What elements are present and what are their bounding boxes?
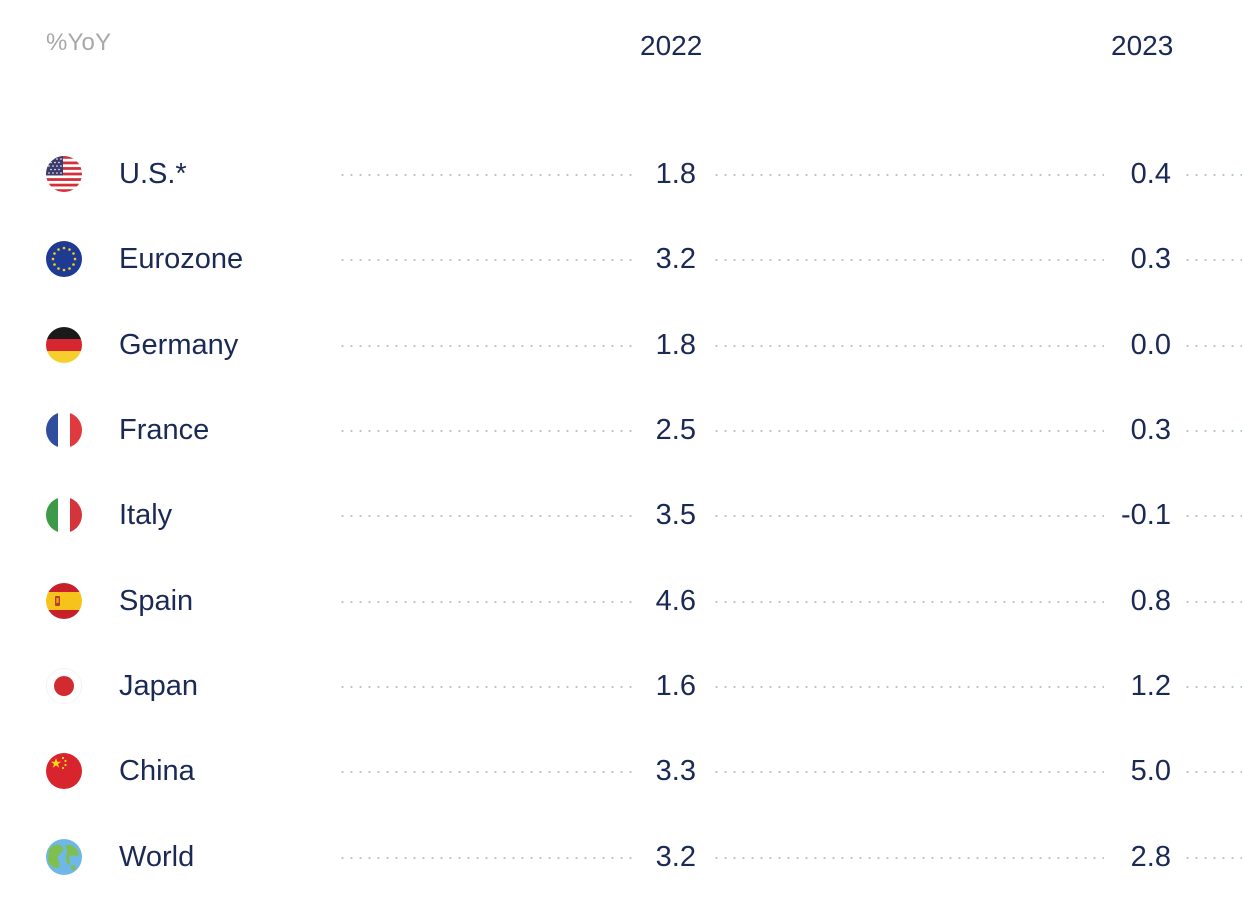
table-row: Germany 1.8 0.0 [0, 315, 1242, 375]
dotted-leader [338, 686, 638, 688]
unit-label: %YoY [46, 29, 112, 56]
value-2022: 3.2 [655, 243, 696, 275]
table-row: China 3.3 5.0 [0, 741, 1242, 801]
dotted-leader [1183, 515, 1242, 517]
value-2023: 0.0 [1130, 329, 1171, 361]
country-label: China [119, 755, 195, 787]
dotted-leader [1183, 430, 1242, 432]
value-2023: 0.3 [1130, 243, 1171, 275]
dotted-leader [338, 259, 638, 261]
dotted-leader [1183, 686, 1242, 688]
eu-flag-icon [46, 241, 82, 277]
dotted-leader [338, 174, 638, 176]
country-label: Germany [119, 329, 239, 361]
value-2022: 1.8 [655, 329, 696, 361]
value-2023: 2.8 [1130, 841, 1171, 873]
country-label: Italy [119, 499, 173, 531]
germany-flag-icon [46, 327, 82, 363]
japan-flag-icon [46, 668, 82, 704]
dotted-leader [712, 515, 1104, 517]
column-header-2022: 2022 [640, 30, 703, 61]
dotted-leader [712, 771, 1104, 773]
value-2023: 5.0 [1130, 755, 1171, 787]
dotted-leader [712, 686, 1104, 688]
value-2023: -0.1 [1121, 499, 1171, 531]
value-2022: 3.5 [655, 499, 696, 531]
value-2022: 3.2 [655, 841, 696, 873]
dotted-leader [712, 857, 1104, 859]
table-row: World 3.2 2.8 [0, 827, 1242, 887]
table-row: U.S.* 1.8 0.4 [0, 144, 1242, 204]
dotted-leader [338, 515, 638, 517]
value-2023: 0.3 [1130, 414, 1171, 446]
dotted-leader [338, 857, 638, 859]
table-row: Eurozone 3.2 0.3 [0, 229, 1242, 289]
dotted-leader [1183, 174, 1242, 176]
france-flag-icon [46, 412, 82, 448]
table-row: Japan 1.6 1.2 [0, 656, 1242, 716]
us-flag-icon [46, 156, 82, 192]
table-row: Spain 4.6 0.8 [0, 571, 1242, 631]
dotted-leader [1183, 345, 1242, 347]
country-label: U.S.* [119, 158, 187, 190]
dotted-leader [1183, 601, 1242, 603]
dotted-leader [712, 345, 1104, 347]
country-label: World [119, 841, 195, 873]
value-2023: 0.4 [1130, 158, 1171, 190]
dotted-leader [338, 601, 638, 603]
globe-icon [46, 839, 82, 875]
dotted-leader [1183, 259, 1242, 261]
dotted-leader [338, 345, 638, 347]
value-2022: 4.6 [655, 585, 696, 617]
country-label: Japan [119, 670, 199, 702]
table-row: France 2.5 0.3 [0, 400, 1242, 460]
value-2022: 1.8 [655, 158, 696, 190]
dotted-leader [1183, 771, 1242, 773]
country-label: France [119, 414, 210, 446]
spain-flag-icon [46, 583, 82, 619]
dotted-leader [712, 259, 1104, 261]
italy-flag-icon [46, 497, 82, 533]
dotted-leader [1183, 857, 1242, 859]
value-2023: 1.2 [1130, 670, 1171, 702]
table-row: Italy 3.5 -0.1 [0, 485, 1242, 545]
country-label: Eurozone [119, 243, 244, 275]
country-label: Spain [119, 585, 194, 617]
dotted-leader [338, 430, 638, 432]
dotted-leader [712, 601, 1104, 603]
value-2022: 2.5 [655, 414, 696, 446]
value-2022: 3.3 [655, 755, 696, 787]
dotted-leader [338, 771, 638, 773]
column-header-2023: 2023 [1111, 30, 1174, 61]
dotted-leader [712, 174, 1104, 176]
china-flag-icon [46, 753, 82, 789]
value-2023: 0.8 [1130, 585, 1171, 617]
value-2022: 1.6 [655, 670, 696, 702]
dotted-leader [712, 430, 1104, 432]
